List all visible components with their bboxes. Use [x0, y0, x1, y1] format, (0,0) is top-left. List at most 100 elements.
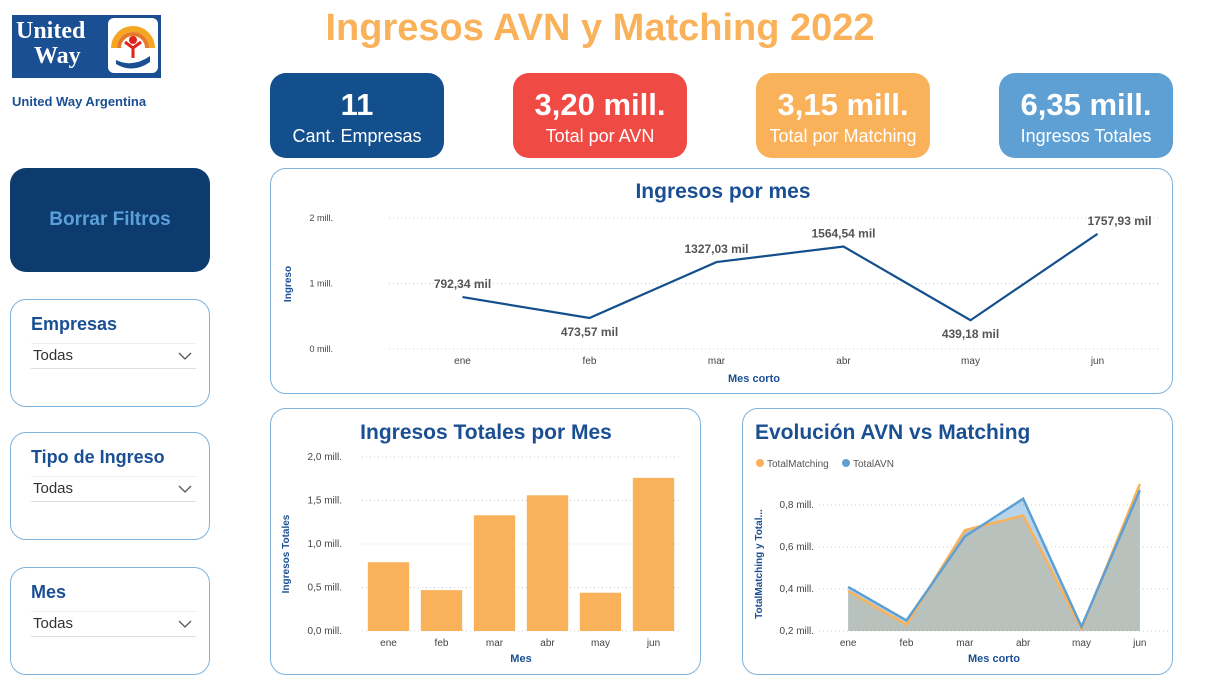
x-tick-label: abr	[1016, 638, 1031, 649]
chevron-down-icon	[178, 352, 192, 360]
x-tick-label: feb	[583, 356, 597, 367]
chevron-down-icon	[178, 620, 192, 628]
x-tick-label: ene	[840, 638, 857, 649]
x-tick-label: ene	[380, 638, 397, 649]
clear-filters-button[interactable]: Borrar Filtros	[10, 168, 210, 272]
x-tick-label: abr	[540, 638, 555, 649]
chart-title: Ingresos Totales por Mes	[360, 421, 612, 444]
slicer-empresas: Empresas Todas	[10, 299, 210, 407]
bar-ene	[367, 562, 410, 631]
y-tick-label: 2 mill.	[309, 213, 333, 223]
bar-chart: Ingresos Totales por Mes Ingresos Totale…	[281, 421, 680, 665]
data-label: 792,34 mil	[434, 277, 491, 291]
data-label: 473,57 mil	[561, 325, 618, 339]
slicer-dropdown[interactable]: Todas	[31, 343, 196, 369]
y-axis-label: TotalMatching y Total...	[754, 509, 765, 619]
area-chart: Evolución AVN vs Matching TotalMatching …	[754, 421, 1169, 665]
logo-wordmark: United Way	[16, 19, 85, 69]
legend-marker-avn	[842, 459, 850, 467]
kpi-value: 6,35 mill.	[1020, 87, 1152, 122]
chart-title: Ingresos por mes	[635, 180, 810, 203]
legend-label: TotalMatching	[767, 459, 829, 470]
legend-label: TotalAVN	[853, 459, 894, 470]
bar-jun	[632, 477, 675, 631]
logo-hand-icon	[108, 18, 158, 73]
slicer-title: Tipo de Ingreso	[31, 447, 165, 467]
data-label: 1564,54 mil	[811, 227, 875, 241]
legend-marker-matching	[756, 459, 764, 467]
x-axis-label: Mes	[510, 653, 531, 665]
kpi-card-ingresos: 6,35 mill. Ingresos Totales	[999, 73, 1173, 158]
slicer-value: Todas	[33, 615, 74, 632]
x-tick-label: jun	[646, 638, 660, 649]
x-tick-label: abr	[836, 356, 851, 367]
y-tick-label: 0,0 mill.	[308, 626, 342, 637]
chart-card-evolucion: Evolución AVN vs Matching TotalMatching …	[742, 408, 1173, 675]
chart-title: Evolución AVN vs Matching	[755, 421, 1030, 444]
x-tick-label: may	[1072, 638, 1091, 649]
kpi-value: 3,20 mill.	[534, 87, 666, 122]
bar-feb	[420, 590, 463, 631]
kpi-card-matching: 3,15 mill. Total por Matching	[756, 73, 930, 158]
org-name: United Way Argentina	[12, 94, 147, 109]
slicer-tipo-ingreso: Tipo de Ingreso Todas	[10, 432, 210, 540]
kpi-card-empresas: 11 Cant. Empresas	[270, 73, 444, 158]
series-line	[462, 232, 1099, 322]
logo-line1: United	[16, 18, 86, 44]
data-label: 1757,93 mil	[1088, 214, 1152, 228]
page-title: Ingresos AVN y Matching 2022	[325, 7, 875, 49]
x-tick-label: feb	[435, 638, 449, 649]
y-tick-label: 2,0 mill.	[308, 452, 342, 463]
kpi-value: 3,15 mill.	[777, 87, 909, 122]
y-axis-label: Ingresos Totales	[281, 514, 292, 593]
y-tick-label: 1,5 mill.	[308, 496, 342, 507]
kpi-label: Total por Matching	[769, 126, 917, 146]
bar-may	[579, 592, 622, 631]
x-tick-label: mar	[708, 356, 726, 367]
x-tick-label: may	[961, 356, 980, 367]
y-tick-label: 1 mill.	[309, 279, 333, 289]
chevron-down-icon	[178, 485, 192, 493]
logo-line2: Way	[34, 43, 81, 69]
area-TotalMatching	[848, 484, 1140, 631]
slicer-title: Mes	[31, 582, 67, 602]
x-tick-label: jun	[1132, 638, 1146, 649]
y-axis-label: Ingreso	[283, 266, 294, 302]
y-tick-label: 0,6 mill.	[780, 542, 814, 553]
x-tick-label: jun	[1090, 356, 1104, 367]
x-tick-label: ene	[454, 356, 471, 367]
slicer-value: Todas	[33, 480, 74, 497]
bar-mar	[473, 515, 516, 631]
y-tick-label: 0,5 mill.	[308, 583, 342, 594]
y-tick-label: 1,0 mill.	[308, 539, 342, 550]
chart-card-ingresos-totales: Ingresos Totales por Mes Ingresos Totale…	[270, 408, 701, 675]
y-tick-label: 0 mill.	[309, 344, 333, 354]
kpi-value: 11	[340, 87, 374, 122]
slicer-dropdown[interactable]: Todas	[31, 611, 196, 637]
chart-card-ingresos-por-mes: Ingresos por mes Ingreso Mes corto 0 mil…	[270, 168, 1173, 394]
x-tick-label: feb	[900, 638, 914, 649]
slicer-mes: Mes Todas	[10, 567, 210, 675]
kpi-label: Cant. Empresas	[292, 126, 422, 146]
slicer-dropdown[interactable]: Todas	[31, 476, 196, 502]
data-label: 439,18 mil	[942, 327, 999, 341]
y-tick-label: 0,8 mill.	[780, 500, 814, 511]
y-tick-label: 0,2 mill.	[780, 626, 814, 637]
x-axis-label: Mes corto	[968, 653, 1020, 665]
x-tick-label: mar	[486, 638, 504, 649]
x-tick-label: mar	[956, 638, 974, 649]
kpi-label: Ingresos Totales	[1020, 126, 1152, 146]
slicer-title: Empresas	[31, 314, 118, 334]
bar-abr	[526, 495, 569, 631]
x-tick-label: may	[591, 638, 610, 649]
data-label: 1327,03 mil	[684, 242, 748, 256]
line-chart: Ingresos por mes Ingreso Mes corto 0 mil…	[283, 180, 1161, 385]
kpi-label: Total por AVN	[545, 126, 655, 146]
kpi-card-avn: 3,20 mill. Total por AVN	[513, 73, 687, 158]
legend: TotalMatching TotalAVN	[756, 459, 894, 470]
slicer-value: Todas	[33, 347, 74, 364]
line-TotalAVN	[847, 489, 1141, 630]
united-way-logo: United Way	[12, 15, 161, 78]
y-tick-label: 0,4 mill.	[780, 584, 814, 595]
x-axis-label: Mes corto	[728, 373, 780, 385]
